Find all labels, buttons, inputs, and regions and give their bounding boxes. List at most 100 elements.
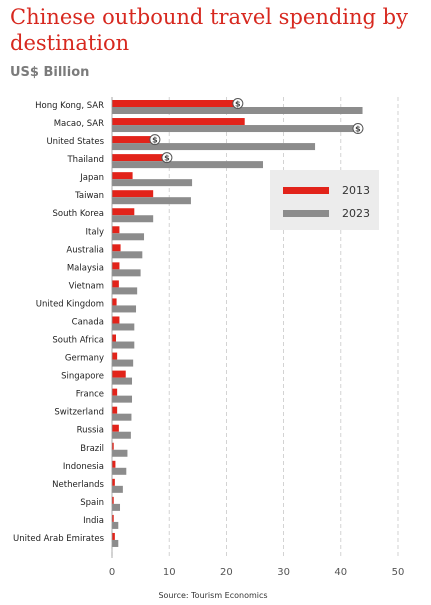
category-label: Italy [86, 227, 104, 237]
bar-2023-switzerland [112, 413, 132, 421]
bar-2023-italy [112, 233, 145, 241]
category-label: Canada [72, 317, 104, 327]
category-label: Switzerland [54, 408, 104, 418]
bar-2013-australia [112, 244, 121, 252]
bar-2013-united-states [112, 136, 155, 144]
category-label: France [76, 390, 104, 400]
bar-2023-australia [112, 251, 143, 259]
x-axis: 0 10 20 30 40 50 [109, 97, 405, 578]
bar-2023-taiwan [112, 197, 191, 205]
legend-swatch-2023 [283, 210, 329, 217]
bar-2013-russia [112, 424, 119, 432]
legend-box [270, 170, 379, 230]
bar-2013-india [112, 514, 114, 522]
bar-2023-united-arab-emirates [112, 539, 119, 547]
dollar-marker-label: $ [235, 100, 241, 109]
x-tick-label: 0 [109, 567, 115, 578]
category-label: Japan [79, 173, 104, 183]
bar-2023-malaysia [112, 269, 141, 277]
bar-2013-indonesia [112, 460, 116, 468]
category-label: Netherlands [52, 480, 104, 490]
chart-subtitle: US$ Billion [10, 65, 90, 80]
legend-label-2013: 2013 [342, 184, 370, 197]
category-label: Macao, SAR [54, 119, 104, 129]
bar-2013-macao-sar [112, 118, 245, 126]
category-label: Australia [66, 245, 104, 255]
legend-swatch-2013 [283, 187, 329, 194]
dollar-marker-icon: $ [232, 98, 244, 109]
bar-2023-france [112, 395, 133, 403]
bar-2013-france [112, 388, 118, 396]
category-label: Taiwan [74, 191, 104, 201]
bar-2023-indonesia [112, 467, 127, 475]
bar-2013-thailand [112, 154, 167, 162]
bar-2013-united-kingdom [112, 298, 117, 306]
bar-2023-germany [112, 359, 134, 367]
bar-2023-india [112, 521, 119, 529]
category-label: Hong Kong, SAR [35, 101, 104, 111]
bar-2013-south-korea [112, 208, 135, 216]
bar-2023-singapore [112, 377, 133, 385]
bar-2013-taiwan [112, 190, 154, 198]
dollar-marker-label: $ [152, 136, 158, 145]
category-labels: Hong Kong, SAR Macao, SAR United States Tha… [13, 101, 105, 544]
bar-2023-canada [112, 323, 135, 331]
category-label: Vietnam [69, 281, 104, 291]
x-tick-label: 30 [277, 567, 290, 578]
category-label: Singapore [61, 372, 104, 382]
category-label: South Korea [52, 209, 104, 219]
bars: $ $ $ $ [112, 98, 364, 547]
x-tick-label: 40 [334, 567, 347, 578]
bar-2023-spain [112, 503, 121, 511]
category-label: Brazil [80, 444, 104, 454]
bar-2013-japan [112, 172, 133, 180]
bar-2023-japan [112, 179, 193, 187]
bar-2023-south-korea [112, 215, 154, 223]
bar-2023-brazil [112, 449, 128, 457]
bar-2023-macao-sar [112, 125, 358, 133]
legend: 2013 2023 [270, 170, 379, 230]
bar-2023-netherlands [112, 485, 123, 493]
dollar-marker-icon: $ [161, 152, 173, 164]
category-label: Malaysia [67, 263, 104, 273]
dollar-marker-circle [149, 134, 161, 146]
legend-label-2023: 2023 [342, 207, 370, 220]
category-label: United Kingdom [36, 299, 104, 309]
bar-2013-malaysia [112, 262, 120, 270]
bar-2023-south-africa [112, 341, 135, 349]
bar-2013-singapore [112, 370, 126, 378]
bar-2023-russia [112, 431, 131, 439]
bar-2013-vietnam [112, 280, 119, 288]
category-label: India [83, 516, 104, 526]
bar-2013-united-arab-emirates [112, 532, 115, 540]
dollar-marker-circle [352, 123, 364, 135]
category-label: Russia [77, 426, 104, 436]
category-label: South Africa [52, 336, 104, 346]
bar-2013-netherlands [112, 478, 115, 486]
dollar-marker-icon: $ [352, 123, 364, 135]
dollar-marker-label: $ [355, 125, 361, 134]
bar-2023-thailand [112, 161, 264, 169]
bar-2013-brazil [112, 442, 114, 450]
bar-2013-canada [112, 316, 120, 324]
bar-2013-switzerland [112, 406, 118, 414]
category-label: Germany [65, 354, 104, 364]
bar-2023-hong-kong-sar [112, 107, 363, 114]
category-label: Spain [80, 498, 104, 508]
bar-2023-united-kingdom [112, 305, 137, 313]
bar-2013-italy [112, 226, 120, 234]
source-note: Source: Tourism Economics [158, 591, 267, 600]
x-tick-label: 50 [392, 567, 405, 578]
bar-2013-spain [112, 496, 114, 504]
x-tick-label: 10 [163, 567, 176, 578]
category-label: United Arab Emirates [13, 534, 105, 544]
category-label: Indonesia [63, 462, 104, 472]
chart-title: Chinese outbound travel spending by dest… [10, 5, 408, 55]
dollar-marker-circle [161, 152, 173, 164]
bar-2023-vietnam [112, 287, 138, 295]
dollar-marker-circle [232, 98, 244, 109]
category-label: Thailand [66, 155, 104, 165]
category-label: United States [46, 137, 104, 147]
dollar-marker-icon: $ [149, 134, 161, 146]
